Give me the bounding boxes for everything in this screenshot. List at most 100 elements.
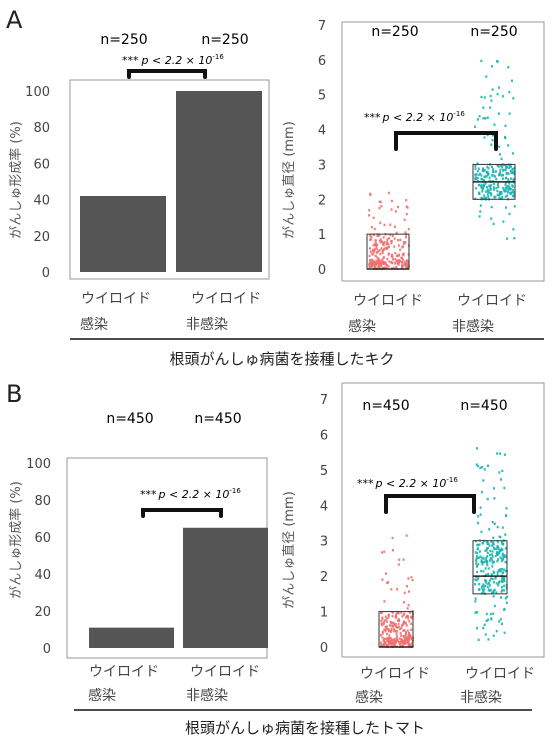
box-chart-a-point [373,260,376,263]
box-chart-a-point [485,190,488,193]
box-chart-b-point [503,453,506,456]
bar-chart-a-ytick-40: 40 [33,194,50,209]
box-chart-a-point [383,266,386,269]
box-chart-b-point [402,558,405,561]
box-chart-a-point [375,247,378,250]
box-chart-a-n-label-1: n=250 [371,24,418,40]
box-chart-b-point [504,547,507,550]
box-chart-b-point [505,514,507,517]
bar-chart-a-bar-1 [80,195,166,272]
box-chart-b-point [400,638,403,641]
box-chart-b-point [385,637,387,641]
box-chart-a-point [496,189,499,193]
box-chart-b-point [501,559,504,563]
box-chart-a-point [376,243,379,247]
box-chart-b-point [388,634,391,637]
box-chart-a-point [368,209,371,212]
box-chart-a-point [504,163,507,167]
box-chart-a-point [378,206,381,210]
bar-chart-a-xlabel-1-line1: ウイロイド [81,291,151,307]
box-chart-b-point [487,588,490,591]
box-chart-a-point [390,199,393,203]
box-chart-a-point [368,262,371,266]
bar-chart-b-n-label-1: n=450 [106,411,153,427]
box-chart-a-point [407,228,410,231]
box-chart-b-point [481,585,484,588]
box-chart-a-point [489,94,492,98]
box-chart-b-point [487,618,489,621]
box-chart-a-point [489,106,492,109]
box-chart-a-point [508,90,511,94]
box-chart-a-point [474,125,477,128]
box-chart-b-point [408,631,410,635]
box-chart-a-frame [341,21,545,282]
box-chart-a-point [403,263,406,266]
box-chart-a-xlabel-1-line1: ウイロイド [353,293,423,309]
bar-chart-a-ytick-60: 60 [33,157,50,172]
box-chart-a-ylabel: がんしゅ直径 (mm) [282,121,297,239]
box-chart-a-point [476,162,479,165]
box-chart-a-point [396,259,398,262]
box-chart-a-point [388,260,391,263]
box-chart-b-point [391,642,394,646]
box-chart-b-point [492,612,495,615]
box-chart-b-point [480,586,483,590]
box-chart-b-xlabel-1-line2: 感染 [355,689,383,706]
box-chart-b-point [386,628,389,631]
box-chart-b-point [494,577,497,580]
box-chart-b-point [502,579,505,582]
box-chart-b-point [492,546,495,549]
box-chart-b-point [384,615,387,618]
box-chart-a-point [378,249,381,252]
box-chart-b-point [498,471,501,474]
box-chart-b-point [490,573,493,576]
box-chart-a-point [388,245,391,248]
box-chart-a-point [486,133,489,137]
box-chart-b-point [492,634,495,637]
box-chart-b-point [397,563,400,566]
box-chart-b-point [476,570,479,574]
box-chart-a-point [388,237,391,240]
box-chart-a-point [509,191,511,195]
box-chart-b-point [501,469,504,473]
box-chart-b-point [490,591,493,595]
box-chart-a-point [380,247,383,250]
box-chart-a-point [373,227,376,231]
box-chart-a-point [483,194,486,197]
box-chart-a-point [508,186,511,189]
box-chart-b-point [394,625,397,628]
box-chart-b-point [482,570,485,573]
box-chart-b-point [501,577,504,581]
box-chart-b-point [383,642,386,645]
box-chart-a-point [510,177,512,180]
box-chart-a-point [485,171,488,174]
box-chart-b-point [389,620,392,624]
box-chart-a-point [485,196,488,199]
box-chart-a-point [491,139,494,142]
bar-chart-a-bar-2 [176,91,262,272]
box-chart-b-point [384,572,387,575]
box-chart-a-point [370,265,372,268]
box-chart-a-point [492,186,495,189]
box-chart-a-point [507,66,510,69]
box-chart-a-points-1 [368,191,410,271]
box-chart-a-point [377,257,380,260]
box-chart-b-point [498,535,501,538]
box-chart-b-point [504,597,507,600]
box-chart-b-point [503,575,506,579]
box-chart-a-point [378,200,381,203]
box-chart-b-point [383,619,386,622]
bar-chart-b-ytick-80: 80 [34,494,51,509]
box-chart-b-point [395,637,398,640]
box-chart-b-point [408,590,410,593]
box-chart-b-point [495,582,498,585]
box-chart-a-point [505,172,508,175]
box-chart-b-point [384,625,387,628]
box-chart-a-point [482,117,485,120]
box-chart-a-point [482,183,485,186]
box-chart-b-point [476,543,479,547]
box-chart-b-point [488,553,491,557]
box-chart-b-point [488,528,491,531]
panel-letter-a: A [6,6,23,34]
box-chart-a-point [405,266,408,270]
